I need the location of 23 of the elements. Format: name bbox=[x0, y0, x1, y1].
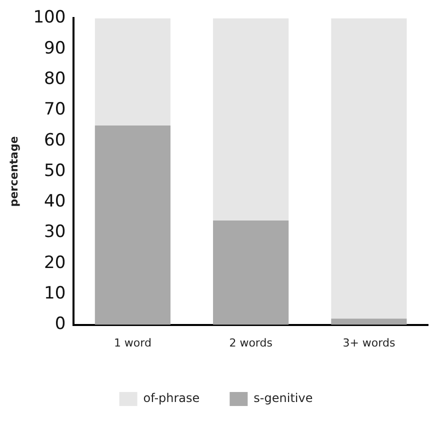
bar bbox=[213, 18, 289, 221]
legend-label: s-genitive bbox=[254, 391, 313, 406]
x-tick-label: 3+ words bbox=[342, 336, 396, 350]
y-tick-label: 60 bbox=[44, 130, 66, 150]
bar bbox=[331, 18, 407, 319]
y-tick-label: 100 bbox=[33, 8, 66, 28]
x-tick-label: 2 words bbox=[229, 336, 273, 350]
y-tick-label: 70 bbox=[44, 100, 66, 120]
y-tick-label: 10 bbox=[44, 284, 66, 304]
bar bbox=[213, 220, 289, 325]
y-tick-label: 90 bbox=[44, 38, 66, 58]
y-tick-label: 40 bbox=[44, 192, 66, 212]
bar bbox=[94, 18, 171, 126]
y-axis-title: percentage bbox=[7, 136, 20, 207]
bar bbox=[94, 126, 171, 325]
y-tick-label: 80 bbox=[44, 68, 66, 89]
y-tick-label: 50 bbox=[44, 160, 66, 181]
x-tick-label: 1 word bbox=[114, 336, 152, 350]
bar bbox=[331, 318, 407, 325]
y-tick-label: 20 bbox=[44, 252, 66, 273]
y-tick-label: 30 bbox=[44, 222, 66, 242]
legend-label: of-phrase bbox=[143, 391, 200, 406]
y-tick-label: 0 bbox=[54, 314, 66, 334]
